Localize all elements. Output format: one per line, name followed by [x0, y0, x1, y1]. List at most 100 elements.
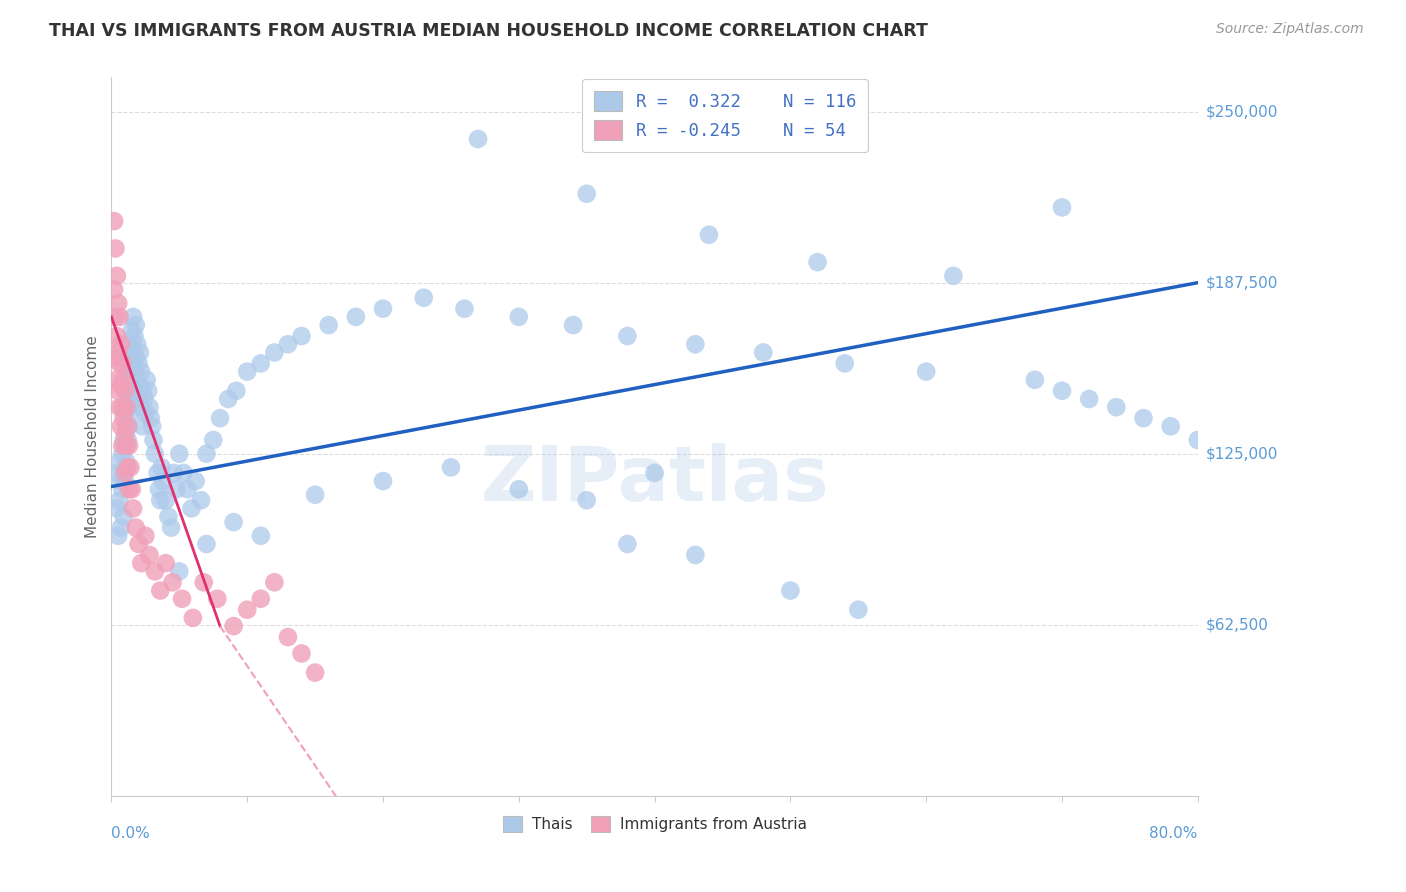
Point: [236, 365, 259, 379]
Point: [508, 310, 530, 324]
Point: [806, 255, 828, 269]
Point: [115, 455, 138, 469]
Point: [1024, 373, 1046, 387]
Point: [143, 565, 166, 579]
Point: [121, 392, 143, 406]
Point: [132, 392, 155, 406]
Point: [122, 345, 145, 359]
Point: [155, 493, 177, 508]
Point: [143, 447, 166, 461]
Point: [115, 438, 138, 452]
Point: [344, 310, 367, 324]
Point: [1105, 400, 1128, 414]
Point: [163, 466, 186, 480]
Text: $250,000: $250,000: [1206, 104, 1278, 120]
Point: [111, 356, 134, 370]
Point: [128, 392, 150, 406]
Point: [114, 438, 136, 452]
Point: [162, 575, 184, 590]
Point: [142, 433, 165, 447]
Point: [117, 460, 139, 475]
Point: [181, 611, 204, 625]
Point: [115, 400, 138, 414]
Point: [217, 392, 239, 406]
Point: [107, 529, 129, 543]
Text: $62,500: $62,500: [1206, 617, 1270, 632]
Point: [112, 466, 135, 480]
Point: [131, 419, 153, 434]
Point: [1050, 201, 1073, 215]
Point: [575, 186, 598, 201]
Point: [752, 345, 775, 359]
Point: [117, 400, 139, 414]
Point: [112, 509, 135, 524]
Point: [129, 365, 152, 379]
Point: [114, 474, 136, 488]
Point: [277, 630, 299, 644]
Point: [117, 433, 139, 447]
Point: [249, 529, 271, 543]
Point: [117, 365, 139, 379]
Point: [453, 301, 475, 316]
Point: [136, 384, 159, 398]
Point: [139, 411, 162, 425]
Point: [105, 268, 128, 283]
Text: ZIPatlas: ZIPatlas: [481, 442, 830, 516]
Point: [107, 296, 129, 310]
Point: [222, 619, 245, 633]
Point: [110, 378, 132, 392]
Point: [127, 373, 149, 387]
Point: [160, 520, 183, 534]
Point: [318, 318, 340, 332]
Point: [107, 345, 129, 359]
Point: [575, 493, 598, 508]
Point: [263, 575, 285, 590]
Point: [129, 345, 152, 359]
Text: Source: ZipAtlas.com: Source: ZipAtlas.com: [1216, 22, 1364, 37]
Point: [834, 356, 856, 370]
Text: $187,500: $187,500: [1206, 275, 1278, 290]
Point: [440, 460, 463, 475]
Point: [115, 419, 138, 434]
Point: [172, 466, 194, 480]
Point: [114, 427, 136, 442]
Point: [152, 474, 174, 488]
Point: [110, 520, 132, 534]
Point: [117, 419, 139, 434]
Point: [249, 591, 271, 606]
Text: 80.0%: 80.0%: [1150, 826, 1198, 841]
Point: [120, 337, 142, 351]
Point: [1160, 419, 1182, 434]
Point: [114, 406, 136, 420]
Point: [222, 515, 245, 529]
Point: [104, 310, 127, 324]
Text: $125,000: $125,000: [1206, 446, 1278, 461]
Point: [236, 603, 259, 617]
Point: [107, 384, 129, 398]
Point: [121, 324, 143, 338]
Point: [112, 373, 135, 387]
Point: [277, 337, 299, 351]
Point: [150, 460, 173, 475]
Point: [108, 493, 131, 508]
Point: [111, 400, 134, 414]
Point: [169, 565, 191, 579]
Point: [110, 474, 132, 488]
Point: [180, 501, 202, 516]
Point: [111, 438, 134, 452]
Point: [1187, 433, 1209, 447]
Point: [697, 227, 720, 242]
Point: [148, 483, 170, 497]
Point: [129, 400, 152, 414]
Point: [1078, 392, 1101, 406]
Point: [111, 447, 134, 461]
Point: [249, 356, 271, 370]
Point: [120, 373, 142, 387]
Point: [146, 466, 169, 480]
Point: [155, 556, 177, 570]
Point: [644, 466, 666, 480]
Point: [176, 483, 198, 497]
Point: [125, 520, 148, 534]
Point: [304, 665, 326, 680]
Point: [125, 318, 148, 332]
